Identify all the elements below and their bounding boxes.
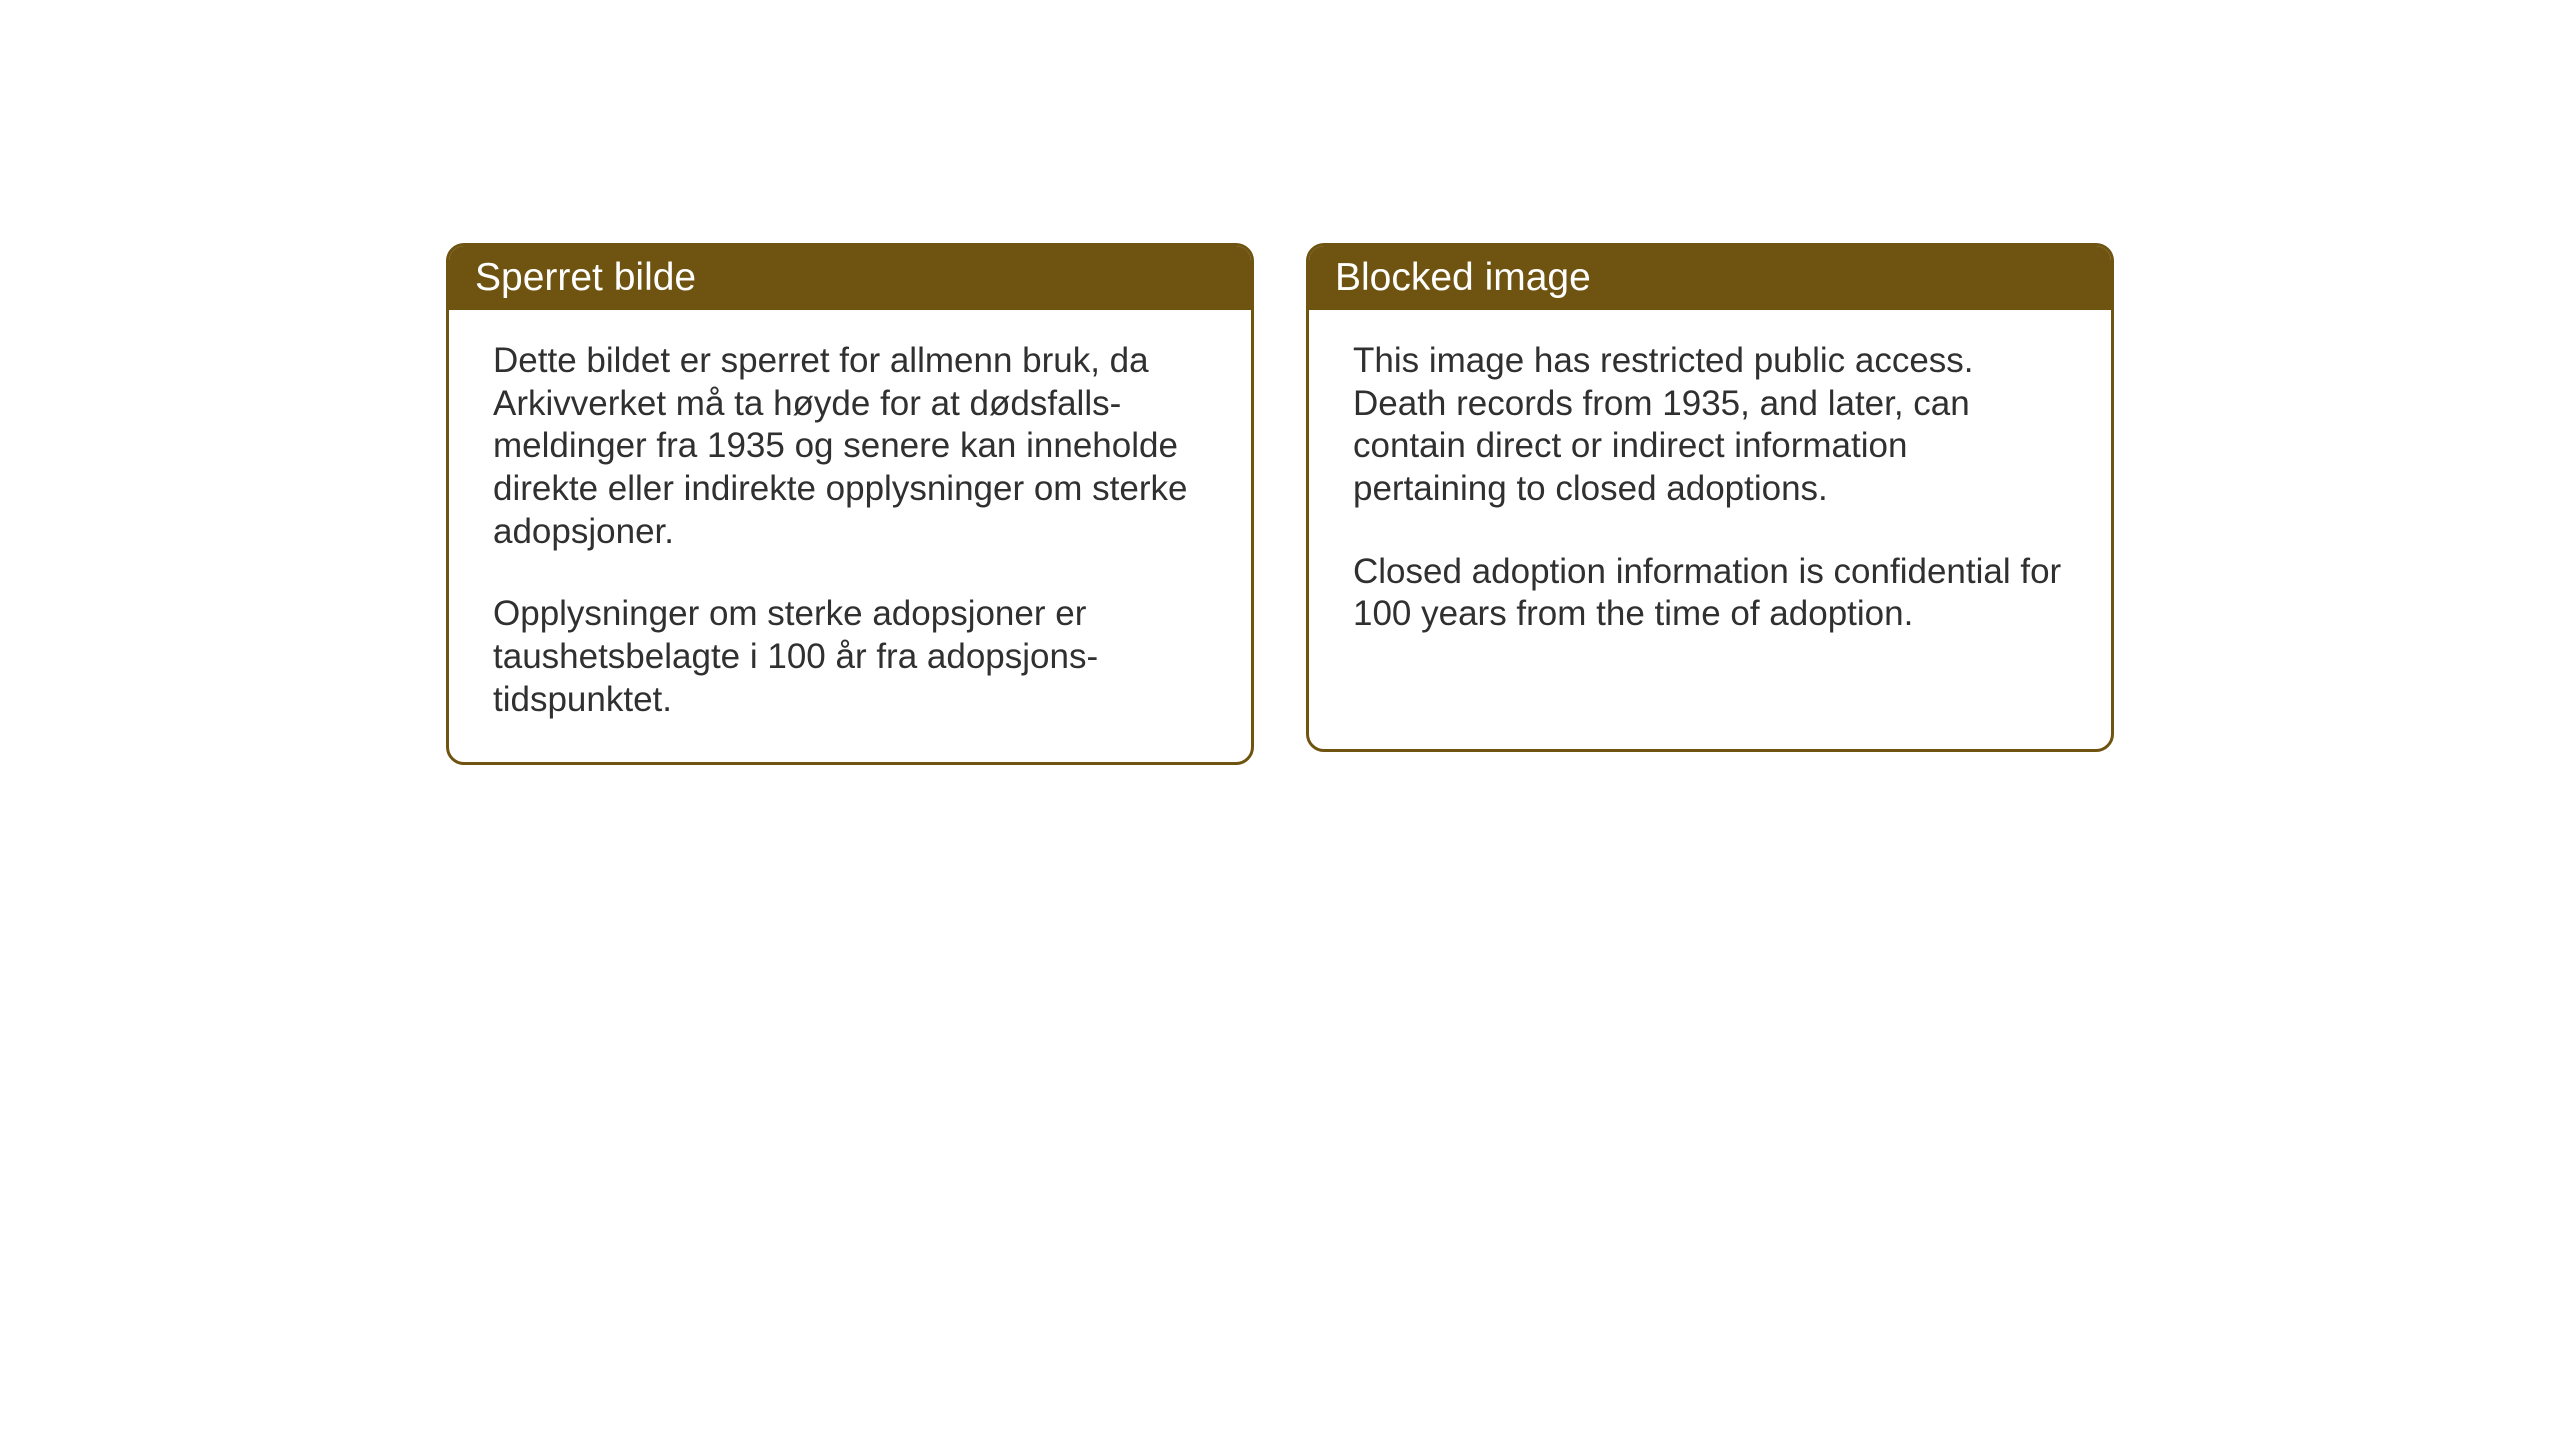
card-paragraph-1-norwegian: Dette bildet er sperret for allmenn bruk… bbox=[493, 340, 1207, 553]
card-body-norwegian: Dette bildet er sperret for allmenn bruk… bbox=[449, 310, 1251, 762]
blocked-image-card-english: Blocked image This image has restricted … bbox=[1306, 243, 2114, 752]
blocked-image-card-norwegian: Sperret bilde Dette bildet er sperret fo… bbox=[446, 243, 1254, 765]
card-paragraph-2-norwegian: Opplysninger om sterke adopsjoner er tau… bbox=[493, 593, 1207, 721]
card-title-english: Blocked image bbox=[1335, 256, 1591, 299]
cards-container: Sperret bilde Dette bildet er sperret fo… bbox=[446, 243, 2114, 765]
card-header-norwegian: Sperret bilde bbox=[449, 246, 1251, 310]
card-header-english: Blocked image bbox=[1309, 246, 2111, 310]
card-paragraph-1-english: This image has restricted public access.… bbox=[1353, 340, 2067, 511]
card-paragraph-2-english: Closed adoption information is confident… bbox=[1353, 551, 2067, 636]
card-body-english: This image has restricted public access.… bbox=[1309, 310, 2111, 676]
card-title-norwegian: Sperret bilde bbox=[475, 256, 696, 299]
